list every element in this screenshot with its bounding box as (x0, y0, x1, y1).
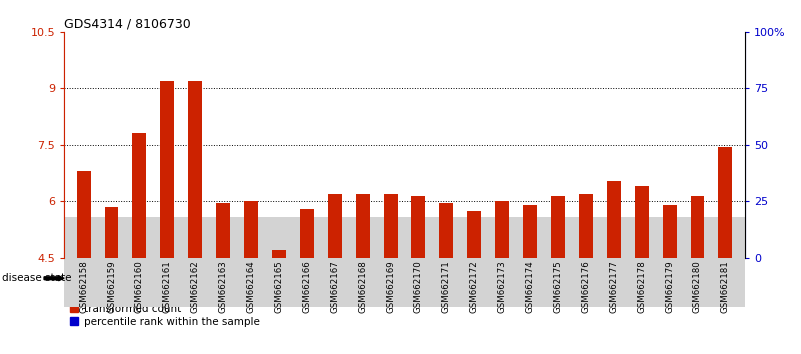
Point (217, 140, 230, 145)
Bar (467, 211, 481, 258)
Point (691, 137, 704, 143)
Bar (244, 201, 258, 258)
Bar (495, 201, 509, 258)
Bar (272, 250, 286, 258)
Point (189, 40, 202, 46)
Bar (551, 196, 565, 258)
Text: GDS4314 / 8106730: GDS4314 / 8106730 (64, 18, 191, 31)
Text: disease state: disease state (2, 273, 71, 283)
Bar (523, 205, 537, 258)
Text: control: control (120, 273, 159, 283)
Point (300, 153, 313, 159)
Point (328, 126, 341, 132)
Point (663, 151, 676, 157)
Bar (384, 194, 397, 258)
Bar (412, 196, 425, 258)
Point (105, 147, 118, 152)
Point (635, 126, 648, 132)
Point (440, 147, 453, 152)
Point (133, 63, 146, 69)
Bar (662, 205, 677, 258)
Text: diabetic, heart failure: diabetic, heart failure (247, 273, 367, 283)
Point (384, 133, 397, 138)
Bar (188, 81, 202, 258)
Bar (440, 203, 453, 258)
Point (552, 137, 565, 143)
Bar (718, 147, 732, 258)
Bar (216, 203, 230, 258)
Point (719, 85, 732, 91)
Bar (132, 133, 147, 258)
Point (356, 131, 369, 136)
Bar (405, 258, 739, 299)
Bar (160, 81, 175, 258)
Point (496, 147, 509, 152)
Bar (690, 196, 704, 258)
Bar (105, 207, 119, 258)
Point (244, 194, 257, 200)
Text: non-diabetic, heart failure: non-diabetic, heart failure (499, 273, 645, 283)
Bar (328, 194, 342, 258)
Bar (209, 258, 405, 299)
Point (579, 124, 592, 130)
Bar (64, 217, 745, 307)
Legend: transformed count, percentile rank within the sample: transformed count, percentile rank withi… (70, 304, 260, 327)
Bar (356, 194, 369, 258)
Point (412, 129, 425, 134)
Bar (634, 186, 649, 258)
Bar (300, 209, 314, 258)
Bar (579, 194, 593, 258)
Point (524, 149, 537, 154)
Point (77, 95, 90, 100)
Bar (607, 181, 621, 258)
Point (161, 47, 174, 53)
Point (468, 158, 481, 164)
Point (607, 108, 620, 114)
Bar (77, 171, 91, 258)
Bar (70, 258, 209, 299)
Point (272, 210, 285, 215)
